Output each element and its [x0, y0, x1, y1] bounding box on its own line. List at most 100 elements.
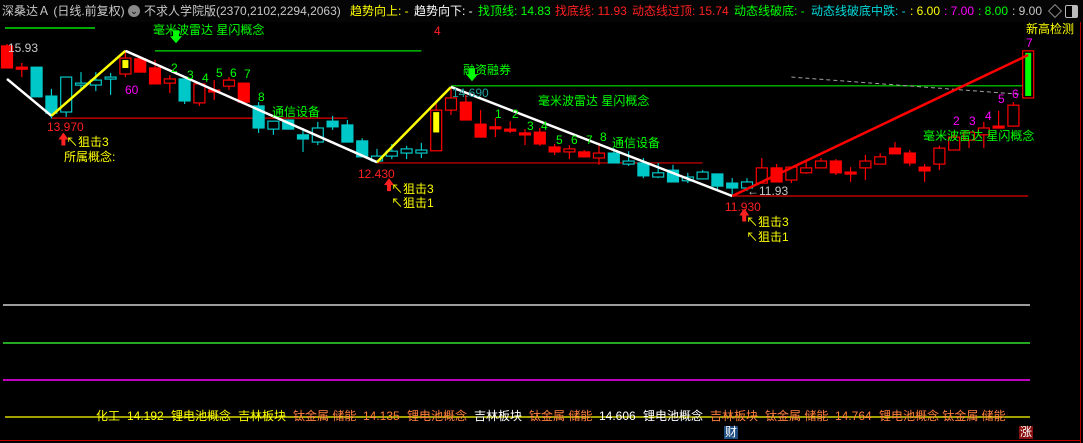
candle-body — [267, 120, 280, 130]
top-line-value: 找顶线: 14.83 — [478, 4, 551, 18]
chart-annotation: 4 — [985, 109, 992, 123]
chart-annotation: 14.690 — [452, 86, 489, 100]
concept-label: 14.764 — [835, 409, 872, 423]
zigzag-segment — [731, 53, 1029, 198]
concept-label: 14.192 — [127, 409, 164, 423]
chart-annotation: 1 — [495, 107, 502, 121]
concept-label: 吉林板块 — [474, 409, 523, 423]
candle-body — [341, 124, 354, 143]
chart-annotation: ↖狙击3 — [66, 135, 109, 149]
candle-body — [489, 126, 502, 130]
chart-annotation: ↖狙击1 — [746, 230, 789, 244]
candle-body — [622, 160, 635, 165]
stock-title: 深桑达Ａ (日线.前复权) — [2, 4, 125, 18]
indicator-name[interactable]: 不求人学院版(2370,2102,2294,2063) — [144, 4, 341, 18]
dyn-over-top-value: 动态线过顶: 15.74 — [632, 4, 729, 18]
finance-badge[interactable]: 财 — [724, 425, 739, 439]
chart-annotation: 7 — [586, 133, 593, 147]
chart-annotation: 13.970 — [47, 120, 84, 134]
buy-arrow-icon — [58, 132, 69, 146]
concept-label: 锂电池概念 — [171, 409, 232, 423]
concept-label: 吉林板块 — [238, 409, 287, 423]
candle-body — [548, 146, 561, 153]
candle-body — [104, 76, 117, 80]
chart-annotation: 2 — [512, 107, 519, 121]
candle-body — [814, 160, 828, 169]
chart-annotation: 所属概念: — [64, 150, 116, 164]
value-7: : 7.00 — [944, 4, 975, 18]
candle-body — [444, 97, 458, 111]
sell-arrow-icon — [466, 68, 478, 82]
candle-body — [637, 162, 650, 177]
chart-annotation: 3 — [527, 119, 534, 133]
chart-annotation: 4 — [202, 71, 209, 85]
candle-body — [563, 148, 576, 153]
buy-arrow-icon — [384, 178, 394, 192]
candle-body — [711, 173, 724, 187]
chart-annotation: 6 — [230, 66, 237, 80]
chart-annotation: 新高检测 — [1026, 22, 1075, 36]
candle-body — [962, 131, 976, 141]
candle-body — [459, 101, 472, 121]
candle-body — [977, 127, 990, 136]
candle-body — [933, 147, 946, 165]
value-6: : 6.00 — [910, 4, 941, 18]
candle-body — [400, 148, 413, 154]
trend-down-value: 趋势向下: - — [414, 4, 473, 18]
candle-body — [874, 156, 887, 165]
candle-signal-marker — [1025, 52, 1032, 96]
chart-annotation: 7 — [1026, 36, 1033, 50]
chart-annotation: 8 — [600, 130, 607, 144]
zigzag-segment — [450, 85, 733, 198]
chart-annotation: 60 — [125, 83, 139, 97]
concept-label: 吉林板块 — [710, 409, 759, 423]
buy-arrow-icon — [739, 208, 750, 222]
candle-body — [844, 171, 857, 175]
chart-annotation: 12.430 — [358, 167, 395, 181]
chart-annotation: 3 — [187, 68, 194, 82]
chart-annotation: ↖狙击3 — [391, 182, 434, 196]
candle-body — [296, 134, 310, 140]
trend-up-value: 趋势向上: - — [350, 4, 409, 18]
candle-signal-marker — [433, 112, 440, 133]
rise-badge[interactable]: 涨 — [1019, 425, 1034, 439]
candle-body — [134, 58, 147, 73]
candle-body — [415, 149, 428, 154]
candle-body — [652, 172, 665, 178]
chart-header: 深桑达Ａ (日线.前复权) ⌄ 不求人学院版(2370,2102,2294,20… — [0, 0, 1083, 22]
chart-canvas — [0, 27, 1035, 418]
concept-label: 14.135 — [363, 409, 400, 423]
dyn-break-mid-value: 动态线破底中跌: - — [811, 4, 906, 18]
chart-annotation: 4 — [434, 24, 441, 38]
dashed-trend-line — [791, 76, 1029, 96]
concept-label: 化工 — [96, 409, 121, 423]
chart-annotation: ↖狙击3 — [746, 215, 789, 229]
chevron-down-circle-icon[interactable]: ⌄ — [128, 5, 140, 17]
candlestick-chart[interactable] — [0, 22, 1083, 432]
concept-label: 锂电池概念 — [407, 409, 468, 423]
window-toggle-icon[interactable] — [1065, 5, 1078, 18]
candle-body — [1007, 104, 1020, 127]
candle-body — [252, 105, 265, 129]
chart-annotation: 6 — [1012, 87, 1019, 101]
chart-annotation: 3 — [969, 114, 976, 128]
chart-annotation: 5 — [998, 92, 1005, 106]
candle-body — [15, 66, 28, 70]
chart-annotation: 毫米波雷达 星闪概念 — [153, 23, 265, 37]
candle-body — [578, 151, 591, 158]
chart-annotation: 毫米波雷达 星闪概念 — [923, 129, 1035, 143]
candle-body — [30, 66, 43, 98]
candle-body — [0, 45, 14, 69]
chart-annotation: 15.93 — [8, 41, 39, 55]
candle-body — [726, 182, 739, 189]
chart-annotation: 通信设备 — [272, 105, 321, 119]
zigzag-segment — [376, 86, 452, 164]
candle-body — [326, 120, 339, 128]
candle-body — [178, 78, 191, 102]
chart-annotation: 5 — [216, 66, 223, 80]
chart-annotation: ↖狙击1 — [391, 196, 434, 210]
chart-annotation: 融资融券 — [463, 63, 512, 77]
candle-body — [60, 76, 73, 113]
candle-body — [948, 136, 961, 151]
